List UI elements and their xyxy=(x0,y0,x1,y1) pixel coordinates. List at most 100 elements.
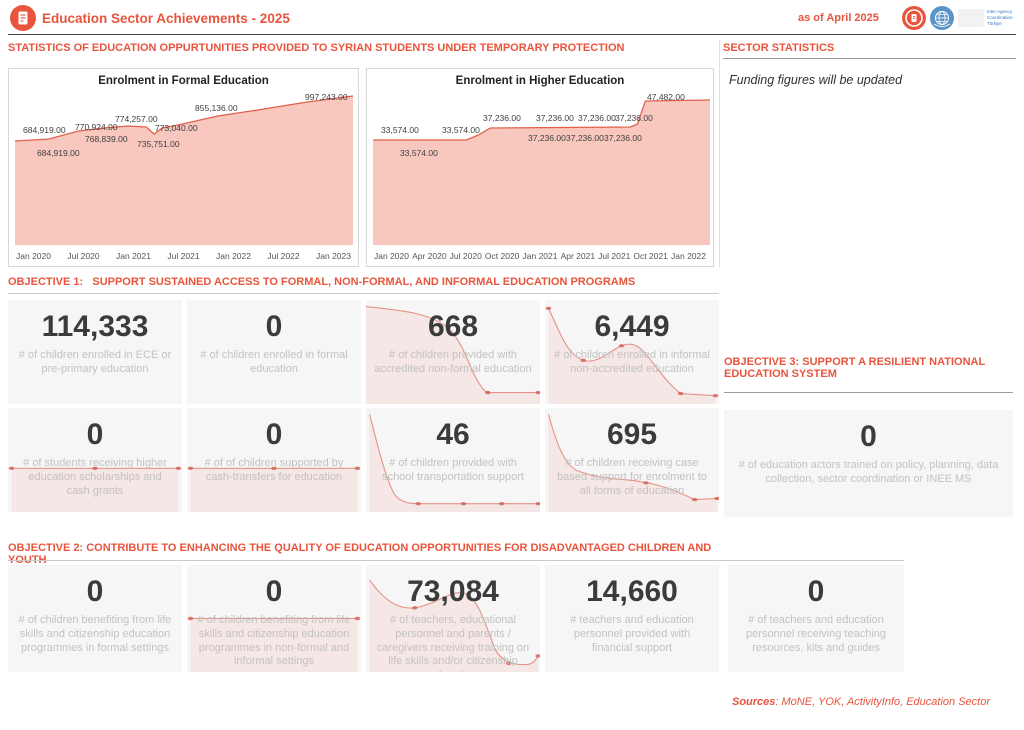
objective1-divider xyxy=(8,293,719,294)
kpi-label: # of children receiving case based suppo… xyxy=(557,457,707,497)
data-label: 33,574.00 xyxy=(381,125,419,135)
x-tick: Jan 2021 xyxy=(116,251,151,261)
sources-label: Sources xyxy=(731,696,776,708)
area-chart xyxy=(9,93,358,245)
data-label: 33,574.00 xyxy=(442,125,480,135)
kpi-value: 0 xyxy=(86,418,104,451)
kpi-value: 0 xyxy=(265,575,283,608)
header-divider xyxy=(8,34,1016,35)
sparkline xyxy=(366,300,540,404)
kpi-value: 114,333 xyxy=(41,310,149,343)
x-tick: Jul 2021 xyxy=(167,251,200,261)
sparkline xyxy=(8,466,182,512)
kpi-label: # of education actors trained on policy,… xyxy=(738,459,999,485)
kpi-value: 6,449 xyxy=(594,310,670,343)
kpi-card: 668 # of children provided with accredit… xyxy=(366,300,540,404)
kpi-label: # of children benefiting from life skill… xyxy=(18,614,172,654)
kpi-card: 0 # of teachers and education personnel … xyxy=(728,565,904,672)
chart-higher-education: Enrolment in Higher Education 33,574.00 … xyxy=(366,68,714,267)
chart-title: Enrolment in Formal Education xyxy=(98,75,269,87)
kpi-card: 0 # of of children supported by cash-tra… xyxy=(187,408,361,512)
sparkline xyxy=(187,466,361,512)
inter-agency-logo-caption: Inter Agency Coordination Türkiye xyxy=(987,9,1013,26)
sources-note: Sources: MoNE, YOK, ActivityInfo, Educat… xyxy=(732,696,990,708)
kpi-label: # of students receiving higher education… xyxy=(23,457,167,497)
data-label: 774,257.00 xyxy=(115,114,158,124)
kpi-value: 668 xyxy=(427,310,479,343)
data-label: 47,482.00 xyxy=(647,92,685,102)
inter-agency-logo-mark xyxy=(958,9,984,27)
x-tick: Apr 2021 xyxy=(560,251,596,261)
kpi-label: # of children benefiting from life skill… xyxy=(197,614,351,668)
x-axis: Jan 2020 Jul 2020 Jan 2021 Jul 2021 Jan … xyxy=(9,251,358,261)
x-tick: Oct 2021 xyxy=(633,251,668,261)
data-label: 684,919.00 xyxy=(23,125,66,135)
kpi-label: # of children enrolled in informal non-a… xyxy=(554,349,710,375)
sparkline xyxy=(545,306,719,404)
objective1-title: OBJECTIVE 1: SUPPORT SUSTAINED ACCESS TO… xyxy=(8,276,636,288)
kpi-card: 14,660 # teachers and education personne… xyxy=(545,565,719,672)
kpi-value: 695 xyxy=(606,418,658,451)
kpi-value: 46 xyxy=(436,418,470,451)
kpi-card: 6,449 # of children enrolled in informal… xyxy=(545,300,719,404)
kpi-value: 0 xyxy=(807,575,825,608)
kpi-card: 0 # of children benefiting from life ski… xyxy=(187,565,361,672)
kpi-value: 0 xyxy=(265,310,283,343)
kpi-card: 0 # of children benefiting from life ski… xyxy=(8,565,182,672)
objective2-cards: 0 # of children benefiting from life ski… xyxy=(8,565,904,672)
x-tick: Jul 2021 xyxy=(598,251,631,261)
data-label: 768,839.00 xyxy=(85,134,128,144)
data-label: 735,751.00 xyxy=(137,139,180,149)
data-label: 33,574.00 xyxy=(400,148,438,158)
kpi-label: # teachers and education personnel provi… xyxy=(570,614,694,654)
statistics-section-title: STATISTICS OF EDUCATION OPPURTUNITIES PR… xyxy=(8,42,625,54)
data-label: 37,236.00 xyxy=(528,133,566,143)
x-tick: Apr 2020 xyxy=(412,251,447,261)
x-tick: Jan 2022 xyxy=(671,251,706,261)
sparkline xyxy=(545,408,719,512)
x-tick: Jan 2022 xyxy=(216,251,251,261)
data-label: 855,136.00 xyxy=(195,103,238,113)
un-logo-icon xyxy=(930,6,954,30)
kpi-value: 0 xyxy=(86,575,104,608)
data-label: 37,236.00 xyxy=(615,113,653,123)
x-tick: Jul 2022 xyxy=(267,251,300,261)
objective3-divider xyxy=(724,392,1013,393)
data-label: 37,236.00 xyxy=(536,113,574,123)
inter-agency-logo: Inter Agency Coordination Türkiye xyxy=(958,5,1018,31)
kpi-card: 0 # of children enrolled in formal educa… xyxy=(187,300,361,404)
unhcr-logo-icon xyxy=(902,6,926,30)
data-label: 773,040.00 xyxy=(155,123,198,133)
x-tick: Jan 2020 xyxy=(16,251,51,261)
sparkline xyxy=(366,565,540,672)
page-title: Education Sector Achievements - 2025 xyxy=(42,11,290,26)
kpi-label: # of children provided with school trans… xyxy=(382,457,524,483)
kpi-card: 114,333 # of children enrolled in ECE or… xyxy=(8,300,182,404)
as-of-date: as of April 2025 xyxy=(798,12,879,24)
chart-formal-education: Enrolment in Formal Education 684,919.00… xyxy=(8,68,359,267)
kpi-value: 14,660 xyxy=(586,575,678,608)
kpi-label: # of of children supported by cash-trans… xyxy=(204,457,344,483)
area-chart xyxy=(372,93,713,245)
objective1-cards: 114,333 # of children enrolled in ECE or… xyxy=(8,300,719,512)
kpi-value: 0 xyxy=(265,418,283,451)
chart-title: Enrolment in Higher Education xyxy=(455,75,625,87)
kpi-value: 73,084 xyxy=(407,575,499,608)
objective2-title: OBJECTIVE 2: CONTRIBUTE TO ENHANCING THE… xyxy=(8,542,715,566)
x-tick: Oct 2020 xyxy=(484,251,520,261)
data-label: 37,236.00 xyxy=(566,133,604,143)
data-label: 37,236.00 xyxy=(483,113,521,123)
sources-text: : MoNE, YOK, ActivityInfo, Education Sec… xyxy=(775,696,990,708)
data-label: 684,919.00 xyxy=(37,148,80,158)
objective2-divider xyxy=(8,560,904,561)
kpi-card: 695 # of children receiving case based s… xyxy=(545,408,719,512)
objective3-title: OBJECTIVE 3: SUPPORT A RESILIENT NATIONA… xyxy=(724,356,989,380)
data-label: 770,924.00 xyxy=(75,122,118,132)
kpi-label: # of children provided with accredited n… xyxy=(374,349,532,375)
sparkline xyxy=(187,616,361,672)
x-tick: Jan 2023 xyxy=(316,251,351,261)
x-tick: Jul 2020 xyxy=(449,251,482,261)
kpi-label: # of children enrolled in ECE or pre-pri… xyxy=(18,349,172,375)
sector-statistics-divider xyxy=(723,58,1016,59)
